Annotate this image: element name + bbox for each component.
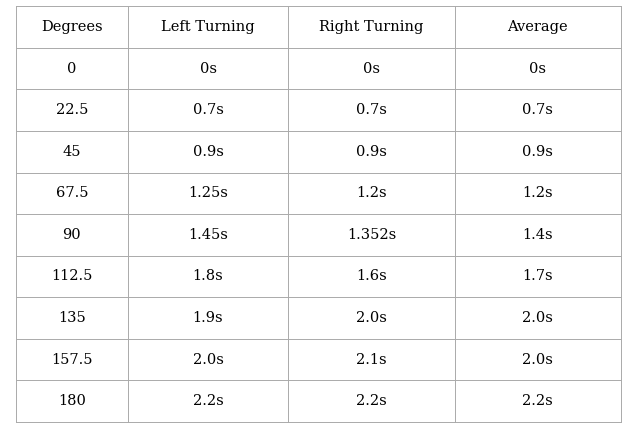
Text: 0.9s: 0.9s	[192, 145, 224, 159]
Text: 45: 45	[62, 145, 81, 159]
Text: Degrees: Degrees	[41, 20, 103, 34]
Text: 1.8s: 1.8s	[192, 269, 224, 284]
Text: 2.1s: 2.1s	[356, 352, 387, 367]
Text: 1.352s: 1.352s	[347, 228, 396, 242]
Text: 0s: 0s	[199, 61, 217, 76]
Text: 1.7s: 1.7s	[522, 269, 553, 284]
Text: Right Turning: Right Turning	[319, 20, 424, 34]
Text: 0: 0	[68, 61, 76, 76]
Text: 1.2s: 1.2s	[522, 186, 553, 201]
Text: 2.0s: 2.0s	[522, 352, 554, 367]
Text: 0.9s: 0.9s	[356, 145, 387, 159]
Text: 1.25s: 1.25s	[188, 186, 228, 201]
Text: 22.5: 22.5	[55, 103, 88, 117]
Text: 112.5: 112.5	[51, 269, 92, 284]
Text: 2.2s: 2.2s	[192, 394, 224, 408]
Text: 0.9s: 0.9s	[522, 145, 554, 159]
Text: 1.9s: 1.9s	[193, 311, 224, 325]
Text: 1.4s: 1.4s	[522, 228, 553, 242]
Text: 135: 135	[58, 311, 86, 325]
Text: 0.7s: 0.7s	[356, 103, 387, 117]
Text: 0s: 0s	[363, 61, 380, 76]
Text: Left Turning: Left Turning	[161, 20, 255, 34]
Text: 2.0s: 2.0s	[356, 311, 387, 325]
Text: 157.5: 157.5	[51, 352, 92, 367]
Text: 2.0s: 2.0s	[192, 352, 224, 367]
Text: 2.0s: 2.0s	[522, 311, 554, 325]
Text: 1.6s: 1.6s	[356, 269, 387, 284]
Text: 67.5: 67.5	[55, 186, 88, 201]
Text: 0s: 0s	[529, 61, 547, 76]
Text: 2.2s: 2.2s	[522, 394, 554, 408]
Text: 0.7s: 0.7s	[192, 103, 224, 117]
Text: Average: Average	[508, 20, 568, 34]
Text: 90: 90	[62, 228, 81, 242]
Text: 1.45s: 1.45s	[188, 228, 228, 242]
Text: 0.7s: 0.7s	[522, 103, 554, 117]
Text: 1.2s: 1.2s	[356, 186, 387, 201]
Text: 2.2s: 2.2s	[356, 394, 387, 408]
Text: 180: 180	[58, 394, 86, 408]
